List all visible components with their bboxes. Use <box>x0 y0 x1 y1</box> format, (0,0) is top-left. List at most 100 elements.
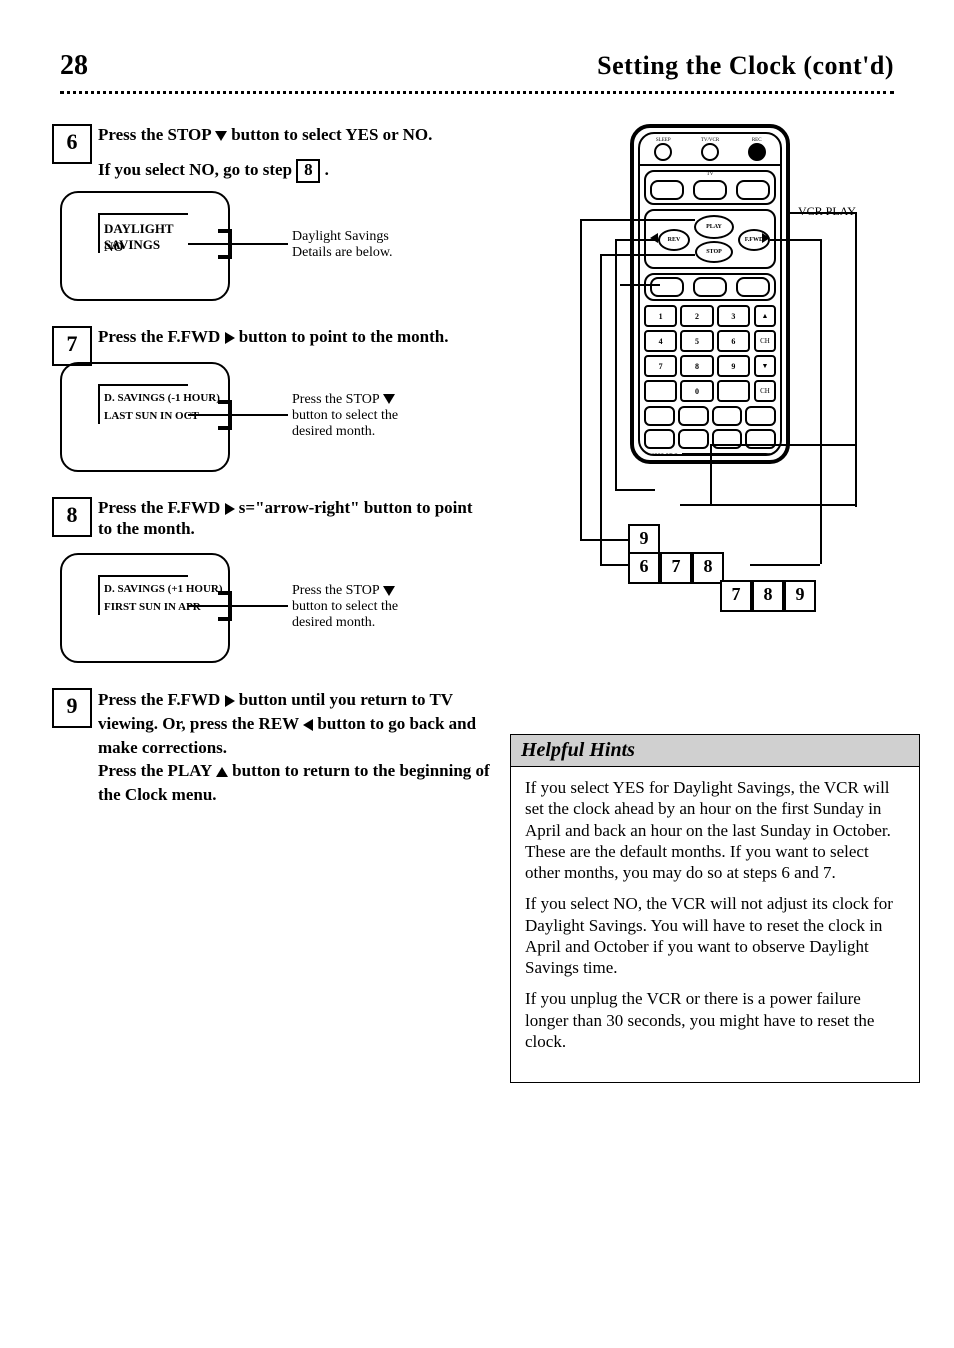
remote-mid-row <box>644 273 776 301</box>
leader-line <box>710 444 855 446</box>
arrow-down-icon <box>383 394 395 404</box>
step-6-text-b: button to select <box>231 125 341 144</box>
remote-small-btn <box>745 406 776 426</box>
remote-tv-btn <box>650 180 684 200</box>
bracket-line <box>98 384 100 424</box>
step-7-text-b: button to point to the <box>239 327 393 346</box>
leader-line <box>790 212 855 214</box>
step-6b-ref: 8 <box>296 159 320 183</box>
left-column: 6 Press the STOP button to select YES or… <box>60 124 490 821</box>
step-7-tv: D. SAVINGS (-1 HOUR) LAST SUN IN OCT Pre… <box>60 362 230 487</box>
header-row: 28 Setting the Clock (cont'd) <box>60 50 894 82</box>
step-number: 6 <box>52 124 92 164</box>
bracket-line <box>98 575 100 615</box>
bracket-line <box>98 213 100 253</box>
step-6-tv: DAYLIGHT SAVINGS NO Daylight SavingsDeta… <box>60 191 230 316</box>
leader-line <box>580 219 695 221</box>
bracket-line <box>98 384 188 386</box>
callout-9b: 9 <box>784 580 816 612</box>
remote-num-9: 9 <box>717 355 750 377</box>
arrow-left-icon <box>303 719 313 731</box>
step-number: 8 <box>52 497 92 537</box>
remote-ch-label: CH <box>754 380 776 402</box>
step-6b: If you select NO, go to step 8 . <box>60 159 490 183</box>
remote-ch-label: CH <box>754 330 776 352</box>
remote-keypad: 1 2 3 4 5 6 7 8 9 0 <box>644 305 776 402</box>
step-8-tv: D. SAVINGS (+1 HOUR) FIRST SUN IN APR Pr… <box>60 553 230 678</box>
step-6: 6 Press the STOP button to select YES or… <box>60 124 490 145</box>
remote-small-btn <box>712 406 743 426</box>
callout-8b: 8 <box>752 580 784 612</box>
leader-line <box>188 243 288 245</box>
remote-num-blank <box>644 380 677 402</box>
tv-caption: Press the STOP button to select thedesir… <box>292 583 492 631</box>
bracket-line <box>218 400 232 404</box>
remote-num-2: 2 <box>680 305 713 327</box>
step-number: 7 <box>52 326 92 366</box>
remote-num-5: 5 <box>680 330 713 352</box>
leader-line <box>615 239 617 489</box>
remote-num-0: 0 <box>680 380 713 402</box>
remote-rew-button: REV <box>658 229 690 251</box>
remote-num-4: 4 <box>644 330 677 352</box>
remote-rec-button: REC <box>748 138 766 161</box>
bracket-line <box>218 229 232 233</box>
step-6b-text-a: If you select NO, go to step <box>98 160 292 179</box>
hint-paragraph-2: If you select NO, the VCR will not adjus… <box>525 893 905 978</box>
brand-label: PHILIPS <box>646 452 678 456</box>
tv-line2: FIRST SUN IN APR <box>104 601 201 613</box>
remote-small-btn <box>644 429 675 449</box>
remote-mid-btn <box>650 277 684 297</box>
tv-line2: LAST SUN IN OCT <box>104 410 199 422</box>
arrow-right-icon <box>225 695 235 707</box>
remote-stop-button: STOP <box>695 241 733 263</box>
hint-paragraph-1: If you select YES for Daylight Savings, … <box>525 777 905 883</box>
leader-line <box>600 254 602 564</box>
leader-line <box>615 489 655 491</box>
step-6b-text-b: . <box>325 160 329 179</box>
remote-bottom-rows <box>644 406 776 449</box>
remote-num-blank <box>717 380 750 402</box>
remote-num-8: 8 <box>680 355 713 377</box>
remote-inner: SLEEP TV/VCR REC TV REV <box>638 132 782 456</box>
remote-diagram: SLEEP TV/VCR REC TV REV <box>560 124 920 624</box>
remote-play-button: PLAY <box>694 215 734 239</box>
remote-num-7: 7 <box>644 355 677 377</box>
remote-sleep-button: SLEEP <box>654 138 672 161</box>
leader-line <box>600 564 628 566</box>
columns: 6 Press the STOP button to select YES or… <box>60 124 894 821</box>
remote-transport-section: REV PLAY STOP F.FWD <box>644 209 776 269</box>
arrow-down-icon <box>215 131 227 141</box>
callout-6: 6 <box>628 552 660 584</box>
callout-7: 7 <box>660 552 692 584</box>
remote-tv-btn <box>693 180 727 200</box>
hint-paragraph-3: If you unplug the VCR or there is a powe… <box>525 988 905 1052</box>
bracket-line <box>218 591 232 595</box>
remote-tv-vcr-button: TV/VCR <box>701 138 719 161</box>
step-9-text-a: Press the F.FWD <box>98 690 220 709</box>
step-6-text-c: YES or NO. <box>345 125 432 144</box>
brand-bar-icon <box>682 453 774 456</box>
remote-num-3: 3 <box>717 305 750 327</box>
arrow-left-icon <box>650 233 658 243</box>
bracket-line <box>218 426 232 430</box>
remote-number-grid: 1 2 3 4 5 6 7 8 9 0 <box>644 305 750 402</box>
leader-line <box>188 605 288 607</box>
leader-line <box>710 444 712 504</box>
step-8: 8 Press the F.FWD s="arrow-right" button… <box>60 497 490 540</box>
step-7-text-c: month. <box>397 327 448 346</box>
remote-num-1: 1 <box>644 305 677 327</box>
leader-line <box>855 212 857 507</box>
step-7-text-a: Press the F.FWD <box>98 327 220 346</box>
tv-caption: Press the STOP button to select thedesir… <box>292 392 492 440</box>
leader-line <box>680 504 855 506</box>
bracket-line <box>98 213 188 215</box>
leader-line <box>770 239 820 241</box>
dotted-rule <box>60 88 894 94</box>
tv-line2: NO <box>104 239 124 255</box>
bracket-line <box>218 255 232 259</box>
step-9: 9 Press the F.FWD button until you retur… <box>60 688 490 807</box>
remote-tv-section: TV <box>644 170 776 205</box>
leader-line <box>188 414 288 416</box>
step-6-text-a: Press the STOP <box>98 125 211 144</box>
